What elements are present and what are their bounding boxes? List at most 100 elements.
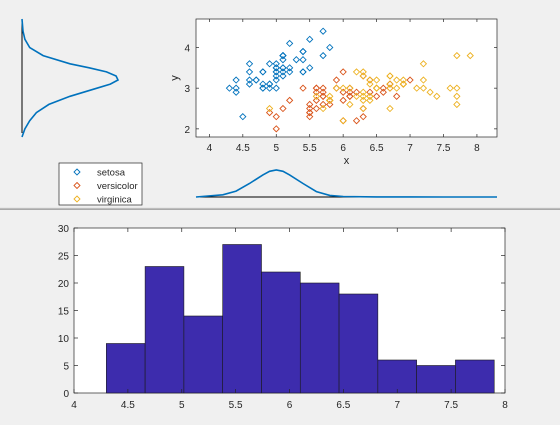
virginica-point (332, 84, 341, 92)
legend-item-versicolor[interactable]: versicolor (73, 181, 138, 192)
virginica-point (393, 84, 401, 92)
scatter-legend[interactable]: setosa versicolor virginica (58, 162, 143, 206)
setosa-point (272, 64, 280, 72)
histogram-x-tick-label: 6.5 (336, 400, 350, 411)
setosa-point (272, 60, 280, 68)
virginica-point (359, 72, 367, 80)
versicolor-point (339, 68, 347, 76)
histogram-x-ticks: 4 4.5 5 5.5 6 6.5 7 7.5 8 (71, 228, 508, 411)
legend-item-setosa[interactable]: setosa (73, 168, 126, 179)
virginica-point (466, 51, 474, 60)
virginica-point (366, 92, 374, 100)
versicolor-point (319, 84, 327, 92)
versicolor-point (279, 104, 287, 113)
scatter-axes: 4 4.5 5 5.5 6 6.5 7 7.5 8 2 3 4 x y (169, 18, 498, 167)
versicolor-point (306, 113, 314, 121)
virginica-point (346, 100, 354, 109)
virginica-point (386, 104, 394, 113)
virginica-point (446, 84, 454, 92)
setosa-point (279, 72, 287, 80)
histogram-x-tick-label: 5 (179, 400, 185, 411)
setosa-point (306, 64, 314, 72)
setosa-point (279, 64, 287, 72)
virginica-point (359, 92, 367, 100)
histogram-bars (106, 244, 495, 394)
virginica-point (419, 84, 428, 92)
histogram-x-tick-label: 6 (287, 400, 293, 411)
versicolor-point (406, 76, 414, 84)
setosa-point (245, 60, 254, 68)
scatter-plot-area (195, 18, 498, 138)
panel-divider[interactable] (0, 207, 560, 210)
scatter-x-tick-label: 7 (407, 143, 413, 154)
setosa-point (279, 68, 287, 76)
scatter-x-tick-label: 4 (207, 143, 213, 154)
histogram-y-tick-label: 15 (58, 307, 70, 318)
virginica-point (399, 80, 407, 88)
virginica-point (419, 76, 428, 84)
legend-label: virginica (97, 195, 133, 206)
virginica-point (352, 92, 361, 100)
versicolor-point (312, 88, 321, 96)
setosa-point (245, 80, 254, 88)
histogram-bar (261, 271, 301, 394)
setosa-point (265, 60, 274, 68)
legend-label: setosa (97, 168, 126, 179)
versicolor-point (393, 92, 401, 100)
virginica-point (359, 96, 367, 105)
virginica-point (453, 51, 461, 60)
versicolor-point (312, 96, 321, 105)
scatter-x-tick-label: 4.5 (236, 143, 250, 154)
setosa-point (279, 56, 287, 64)
setosa-point (265, 84, 274, 92)
versicolor-point (306, 108, 314, 117)
virginica-point (265, 104, 274, 113)
histogram-bar (416, 365, 456, 394)
virginica-point (366, 96, 374, 105)
setosa-point (319, 27, 327, 35)
virginica-point (352, 68, 361, 76)
versicolor-point (272, 125, 280, 133)
virginica-point (366, 76, 374, 84)
virginica-point (346, 84, 354, 92)
legend-item-virginica[interactable]: virginica (73, 195, 133, 206)
legend-items: setosa versicolor virginica (73, 168, 138, 206)
scatter-x-tick-label: 7.5 (437, 143, 451, 154)
virginica-point (386, 84, 394, 92)
setosa-point (286, 39, 294, 48)
setosa-point (279, 51, 287, 60)
setosa-point (265, 80, 274, 88)
versicolor-point (306, 100, 314, 109)
setosa-point (292, 56, 300, 64)
scatter-x-tick-label: 6.5 (370, 143, 384, 154)
x-marginal-curve (195, 169, 497, 198)
setosa-point (232, 84, 240, 92)
histogram-x-tick-label: 7 (394, 400, 400, 411)
legend-label: versicolor (97, 181, 138, 192)
setosa-point (272, 76, 280, 84)
versicolor-point (339, 88, 347, 96)
scatter-y-label: y (169, 75, 181, 81)
histogram-axes: 4 4.5 5 5.5 6 6.5 7 7.5 8 0 5 10 15 20 25 30 (58, 224, 508, 411)
setosa-point (299, 47, 307, 56)
versicolor-point (332, 76, 341, 84)
versicolor-point (265, 108, 274, 117)
virginica-point (386, 80, 394, 88)
histogram-x-tick-label: 7.5 (444, 400, 458, 411)
versicolor-point (272, 113, 280, 121)
setosa-point (259, 84, 267, 92)
histogram-bar (377, 359, 417, 394)
scatter-x-tick-label: 5.5 (303, 143, 317, 154)
virginica-point (339, 84, 347, 92)
versicolor-point (379, 84, 387, 92)
setosa-point (232, 88, 240, 96)
setosa-point (259, 80, 267, 88)
versicolor-point (379, 88, 387, 96)
x-marginal-density (195, 169, 497, 198)
versicolor-point (286, 96, 294, 105)
histogram-bar (299, 282, 340, 394)
versicolor-point (319, 100, 327, 109)
versicolor-point (339, 96, 347, 105)
histogram-x-tick-label: 4 (71, 400, 77, 411)
